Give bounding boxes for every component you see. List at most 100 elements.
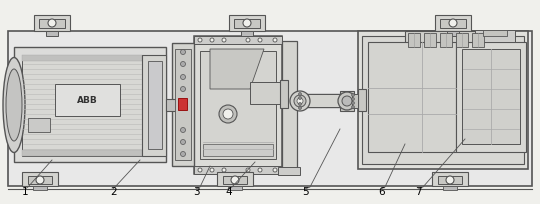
Bar <box>228 186 242 190</box>
Circle shape <box>180 87 186 92</box>
Bar <box>148 62 162 149</box>
Bar <box>305 94 343 108</box>
Bar <box>462 50 520 144</box>
Circle shape <box>210 168 214 172</box>
Bar <box>194 37 282 174</box>
Bar <box>438 176 462 184</box>
Bar <box>358 90 366 111</box>
Bar <box>456 43 526 152</box>
Circle shape <box>180 62 186 67</box>
Circle shape <box>446 176 454 184</box>
Circle shape <box>180 140 186 145</box>
Bar <box>362 37 524 164</box>
Circle shape <box>342 96 352 106</box>
Bar <box>250 83 285 104</box>
Bar <box>234 20 260 29</box>
Bar <box>229 16 265 32</box>
Circle shape <box>198 39 202 43</box>
Bar <box>424 34 436 48</box>
Bar <box>166 100 176 111</box>
Circle shape <box>36 176 44 184</box>
Circle shape <box>180 50 186 55</box>
Bar <box>14 48 166 162</box>
Circle shape <box>243 20 251 28</box>
Circle shape <box>273 39 277 43</box>
Bar <box>440 20 466 29</box>
Circle shape <box>222 168 226 172</box>
Bar <box>178 99 187 110</box>
Bar <box>280 81 288 109</box>
Bar <box>241 32 253 37</box>
Bar <box>432 172 468 186</box>
Bar <box>358 32 528 169</box>
Bar <box>22 150 142 156</box>
Bar <box>194 37 282 45</box>
Bar <box>443 186 457 190</box>
Ellipse shape <box>3 58 25 153</box>
Text: 2: 2 <box>110 186 117 196</box>
Circle shape <box>290 92 310 111</box>
Circle shape <box>299 93 301 96</box>
Polygon shape <box>210 50 264 90</box>
Text: 7: 7 <box>415 186 422 196</box>
Circle shape <box>246 39 250 43</box>
Circle shape <box>198 168 202 172</box>
Bar <box>28 176 52 184</box>
Bar <box>440 34 452 48</box>
Bar <box>405 32 490 50</box>
Bar <box>278 167 300 175</box>
Bar <box>368 43 456 152</box>
Circle shape <box>258 168 262 172</box>
Circle shape <box>297 99 303 104</box>
Circle shape <box>449 20 457 28</box>
Bar <box>435 16 471 32</box>
Circle shape <box>246 168 250 172</box>
Circle shape <box>352 106 354 109</box>
Bar <box>172 44 194 166</box>
Bar <box>483 31 507 37</box>
Bar <box>28 118 50 132</box>
Circle shape <box>299 107 301 110</box>
Bar <box>22 56 142 62</box>
Bar <box>175 50 191 160</box>
Text: 1: 1 <box>22 186 29 196</box>
Bar <box>217 172 253 186</box>
Bar <box>472 34 484 48</box>
Bar <box>34 16 70 32</box>
Bar <box>22 56 142 156</box>
Bar <box>408 34 420 48</box>
Bar <box>447 32 459 37</box>
Bar <box>203 144 273 156</box>
Ellipse shape <box>6 70 22 141</box>
Text: ABB: ABB <box>77 96 97 105</box>
Circle shape <box>352 94 354 97</box>
Bar <box>200 52 276 159</box>
Circle shape <box>210 39 214 43</box>
Circle shape <box>258 39 262 43</box>
Circle shape <box>223 110 233 119</box>
Bar <box>194 166 282 174</box>
Bar <box>8 32 532 186</box>
Bar <box>33 186 47 190</box>
Text: 5: 5 <box>302 186 309 196</box>
Bar <box>142 56 166 156</box>
Circle shape <box>352 98 354 101</box>
Circle shape <box>352 102 354 105</box>
Circle shape <box>294 95 306 108</box>
Circle shape <box>180 152 186 157</box>
Circle shape <box>299 103 301 106</box>
Bar <box>55 85 120 116</box>
Circle shape <box>273 168 277 172</box>
Circle shape <box>180 75 186 80</box>
Text: 4: 4 <box>225 186 232 196</box>
Circle shape <box>299 97 301 100</box>
Bar <box>352 94 358 109</box>
Text: 3: 3 <box>193 186 200 196</box>
Circle shape <box>180 128 186 133</box>
Circle shape <box>222 39 226 43</box>
Bar <box>456 34 468 48</box>
Bar <box>39 20 65 29</box>
Bar <box>282 42 297 169</box>
Bar <box>22 172 58 186</box>
Circle shape <box>48 20 56 28</box>
